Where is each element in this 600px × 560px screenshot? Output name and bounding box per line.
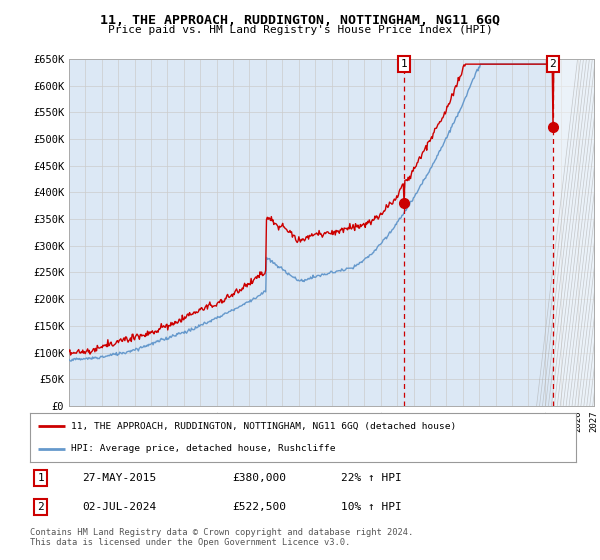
Text: 1: 1: [38, 473, 44, 483]
Text: 22% ↑ HPI: 22% ↑ HPI: [341, 473, 402, 483]
Text: 27-MAY-2015: 27-MAY-2015: [82, 473, 156, 483]
Text: 11, THE APPROACH, RUDDINGTON, NOTTINGHAM, NG11 6GQ: 11, THE APPROACH, RUDDINGTON, NOTTINGHAM…: [100, 14, 500, 27]
Text: 2: 2: [38, 502, 44, 512]
Text: £380,000: £380,000: [232, 473, 286, 483]
Text: HPI: Average price, detached house, Rushcliffe: HPI: Average price, detached house, Rush…: [71, 444, 335, 453]
Text: 11, THE APPROACH, RUDDINGTON, NOTTINGHAM, NG11 6GQ (detached house): 11, THE APPROACH, RUDDINGTON, NOTTINGHAM…: [71, 422, 456, 431]
Text: Contains HM Land Registry data © Crown copyright and database right 2024.
This d: Contains HM Land Registry data © Crown c…: [30, 528, 413, 547]
Text: 2: 2: [550, 59, 556, 69]
Text: Price paid vs. HM Land Registry's House Price Index (HPI): Price paid vs. HM Land Registry's House …: [107, 25, 493, 35]
Text: £522,500: £522,500: [232, 502, 286, 512]
Text: 02-JUL-2024: 02-JUL-2024: [82, 502, 156, 512]
Text: 1: 1: [400, 59, 407, 69]
Text: 10% ↑ HPI: 10% ↑ HPI: [341, 502, 402, 512]
